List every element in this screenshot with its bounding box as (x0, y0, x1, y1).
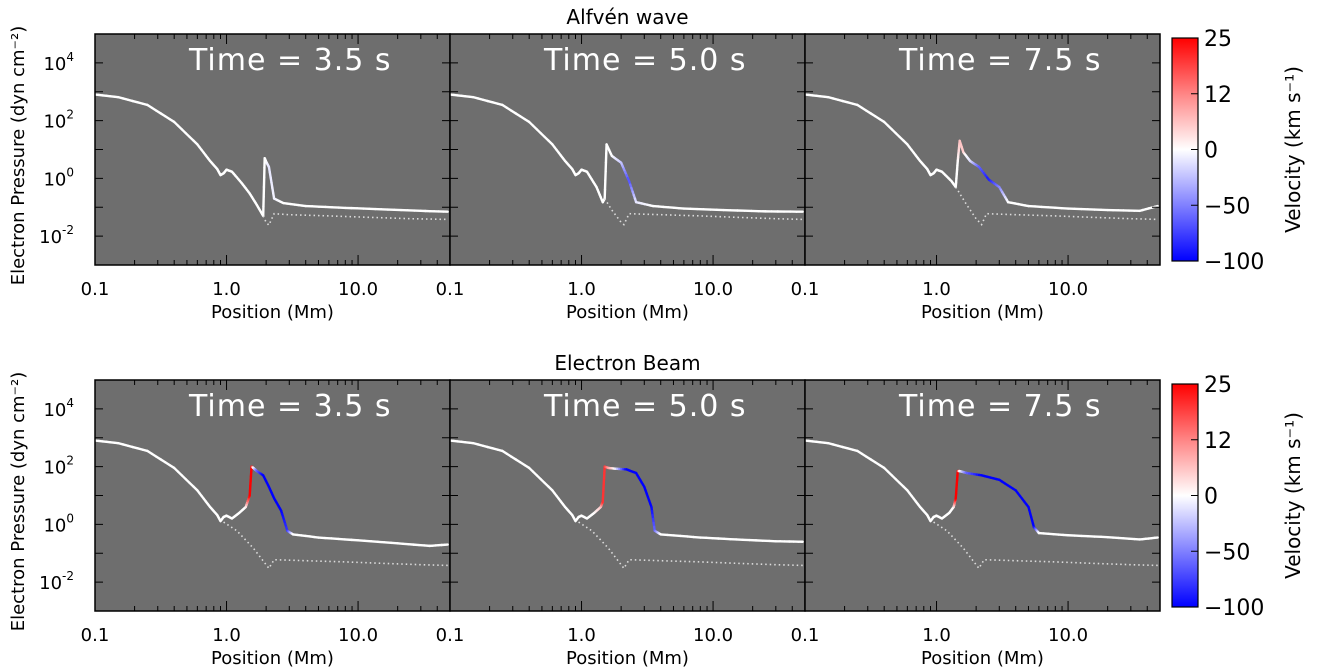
plot-area (95, 34, 450, 265)
panel-frame (804, 33, 1161, 266)
y-tick-label: 100 (43, 511, 74, 536)
plot-content (805, 93, 1159, 227)
chart-row-1: Alfvén wave Electron Pressure (dyn cm⁻²) 1… (8, 5, 1305, 323)
chart-title: Electron Beam (554, 351, 700, 375)
plot-area (805, 380, 1160, 611)
x-axis-label: Position (Mm) (211, 302, 334, 323)
plot-area (450, 380, 805, 611)
time-label: Time = 7.5 s (898, 43, 1102, 78)
x-tick-label: 0.1 (791, 625, 820, 646)
plot-area (805, 34, 1160, 265)
time-label: Time = 7.5 s (898, 389, 1102, 424)
y-tick-label: 10-2 (39, 569, 74, 594)
y-axis-label: Electron Pressure (dyn cm⁻²) (8, 372, 29, 632)
x-axis-label: Position (Mm) (921, 302, 1044, 323)
y-axis-label: Electron Pressure (dyn cm⁻²) (8, 26, 29, 286)
colorbar-tick-label: 25 (1204, 27, 1232, 52)
chart-title: Alfvén wave (566, 5, 688, 29)
dotted-series-line (933, 521, 1158, 570)
x-tick-label: 10.0 (1048, 279, 1088, 300)
x-tick-label: 0.1 (81, 625, 110, 646)
x-tick-label: 10.0 (693, 279, 733, 300)
colorbar-tick-label: 12 (1204, 429, 1232, 454)
colorbar-tick-label: −50 (1204, 194, 1250, 219)
dotted-series-line (223, 521, 448, 570)
colorbar-tick-label: −100 (1204, 250, 1264, 275)
x-tick-label: 1.0 (212, 279, 241, 300)
x-tick-label: 1.0 (212, 625, 241, 646)
pressure-series-line (805, 93, 1159, 213)
dotted-series-line (955, 186, 1158, 227)
y-tick-label: 102 (43, 108, 74, 133)
time-label: Time = 3.5 s (188, 43, 392, 78)
time-label: Time = 3.5 s (188, 389, 392, 424)
pressure-series-line (95, 93, 449, 218)
x-tick-label: 0.1 (436, 625, 465, 646)
x-axis-label: Position (Mm) (566, 302, 689, 323)
time-label: Time = 5.0 s (543, 43, 747, 78)
time-label: Time = 5.0 s (543, 389, 747, 424)
colorbar-label: Velocity (km s⁻¹) (1281, 412, 1305, 579)
x-tick-label: 10.0 (693, 625, 733, 646)
x-tick-label: 0.1 (791, 279, 820, 300)
colorbar-label: Velocity (km s⁻¹) (1281, 66, 1305, 233)
x-tick-label: 0.1 (81, 279, 110, 300)
x-tick-label: 1.0 (922, 279, 951, 300)
pressure-series-line (805, 439, 1159, 541)
chart-row-2: Electron Beam Electron Pressure (dyn cm⁻²… (8, 351, 1305, 669)
colorbar-tick-label: −100 (1204, 596, 1264, 621)
plot-content (95, 93, 449, 227)
plot-area (450, 34, 805, 265)
panel-frame (804, 379, 1161, 612)
x-tick-label: 10.0 (1048, 625, 1088, 646)
dotted-series-line (578, 521, 803, 570)
x-tick-label: 1.0 (567, 625, 596, 646)
colorbar-tick-label: 25 (1204, 373, 1232, 398)
plot-content (450, 93, 804, 226)
y-tick-label: 10-2 (39, 223, 74, 248)
x-tick-label: 10.0 (338, 279, 378, 300)
x-tick-label: 0.1 (436, 279, 465, 300)
colorbar: 25 12 0 −50 −100 Velocity (km s⁻¹) (1171, 373, 1305, 621)
plot-content (95, 439, 449, 570)
colorbar-tick-label: 0 (1204, 139, 1218, 164)
x-tick-label: 1.0 (922, 625, 951, 646)
x-axis-label: Position (Mm) (211, 648, 334, 669)
axis-ticks (804, 33, 1161, 266)
x-tick-label: 1.0 (567, 279, 596, 300)
y-tick-label: 100 (43, 165, 74, 190)
x-axis-label: Position (Mm) (921, 648, 1044, 669)
x-tick-label: 10.0 (338, 625, 378, 646)
y-tick-label: 104 (43, 396, 74, 421)
dotted-series-line (604, 198, 803, 226)
colorbar-tick-label: 12 (1204, 83, 1232, 108)
pressure-series-line (450, 93, 804, 213)
plot-content (805, 439, 1159, 570)
y-tick-label: 102 (43, 454, 74, 479)
x-axis-label: Position (Mm) (566, 648, 689, 669)
y-tick-label: 104 (43, 50, 74, 75)
colorbar: 25 12 0 −50 −100 Velocity (km s⁻¹) (1171, 27, 1305, 275)
colorbar-tick-label: −50 (1204, 540, 1250, 565)
plot-content (450, 439, 804, 570)
pressure-series-line (95, 439, 449, 548)
pressure-series-line (450, 439, 804, 543)
colorbar-tick-label: 0 (1204, 485, 1218, 510)
